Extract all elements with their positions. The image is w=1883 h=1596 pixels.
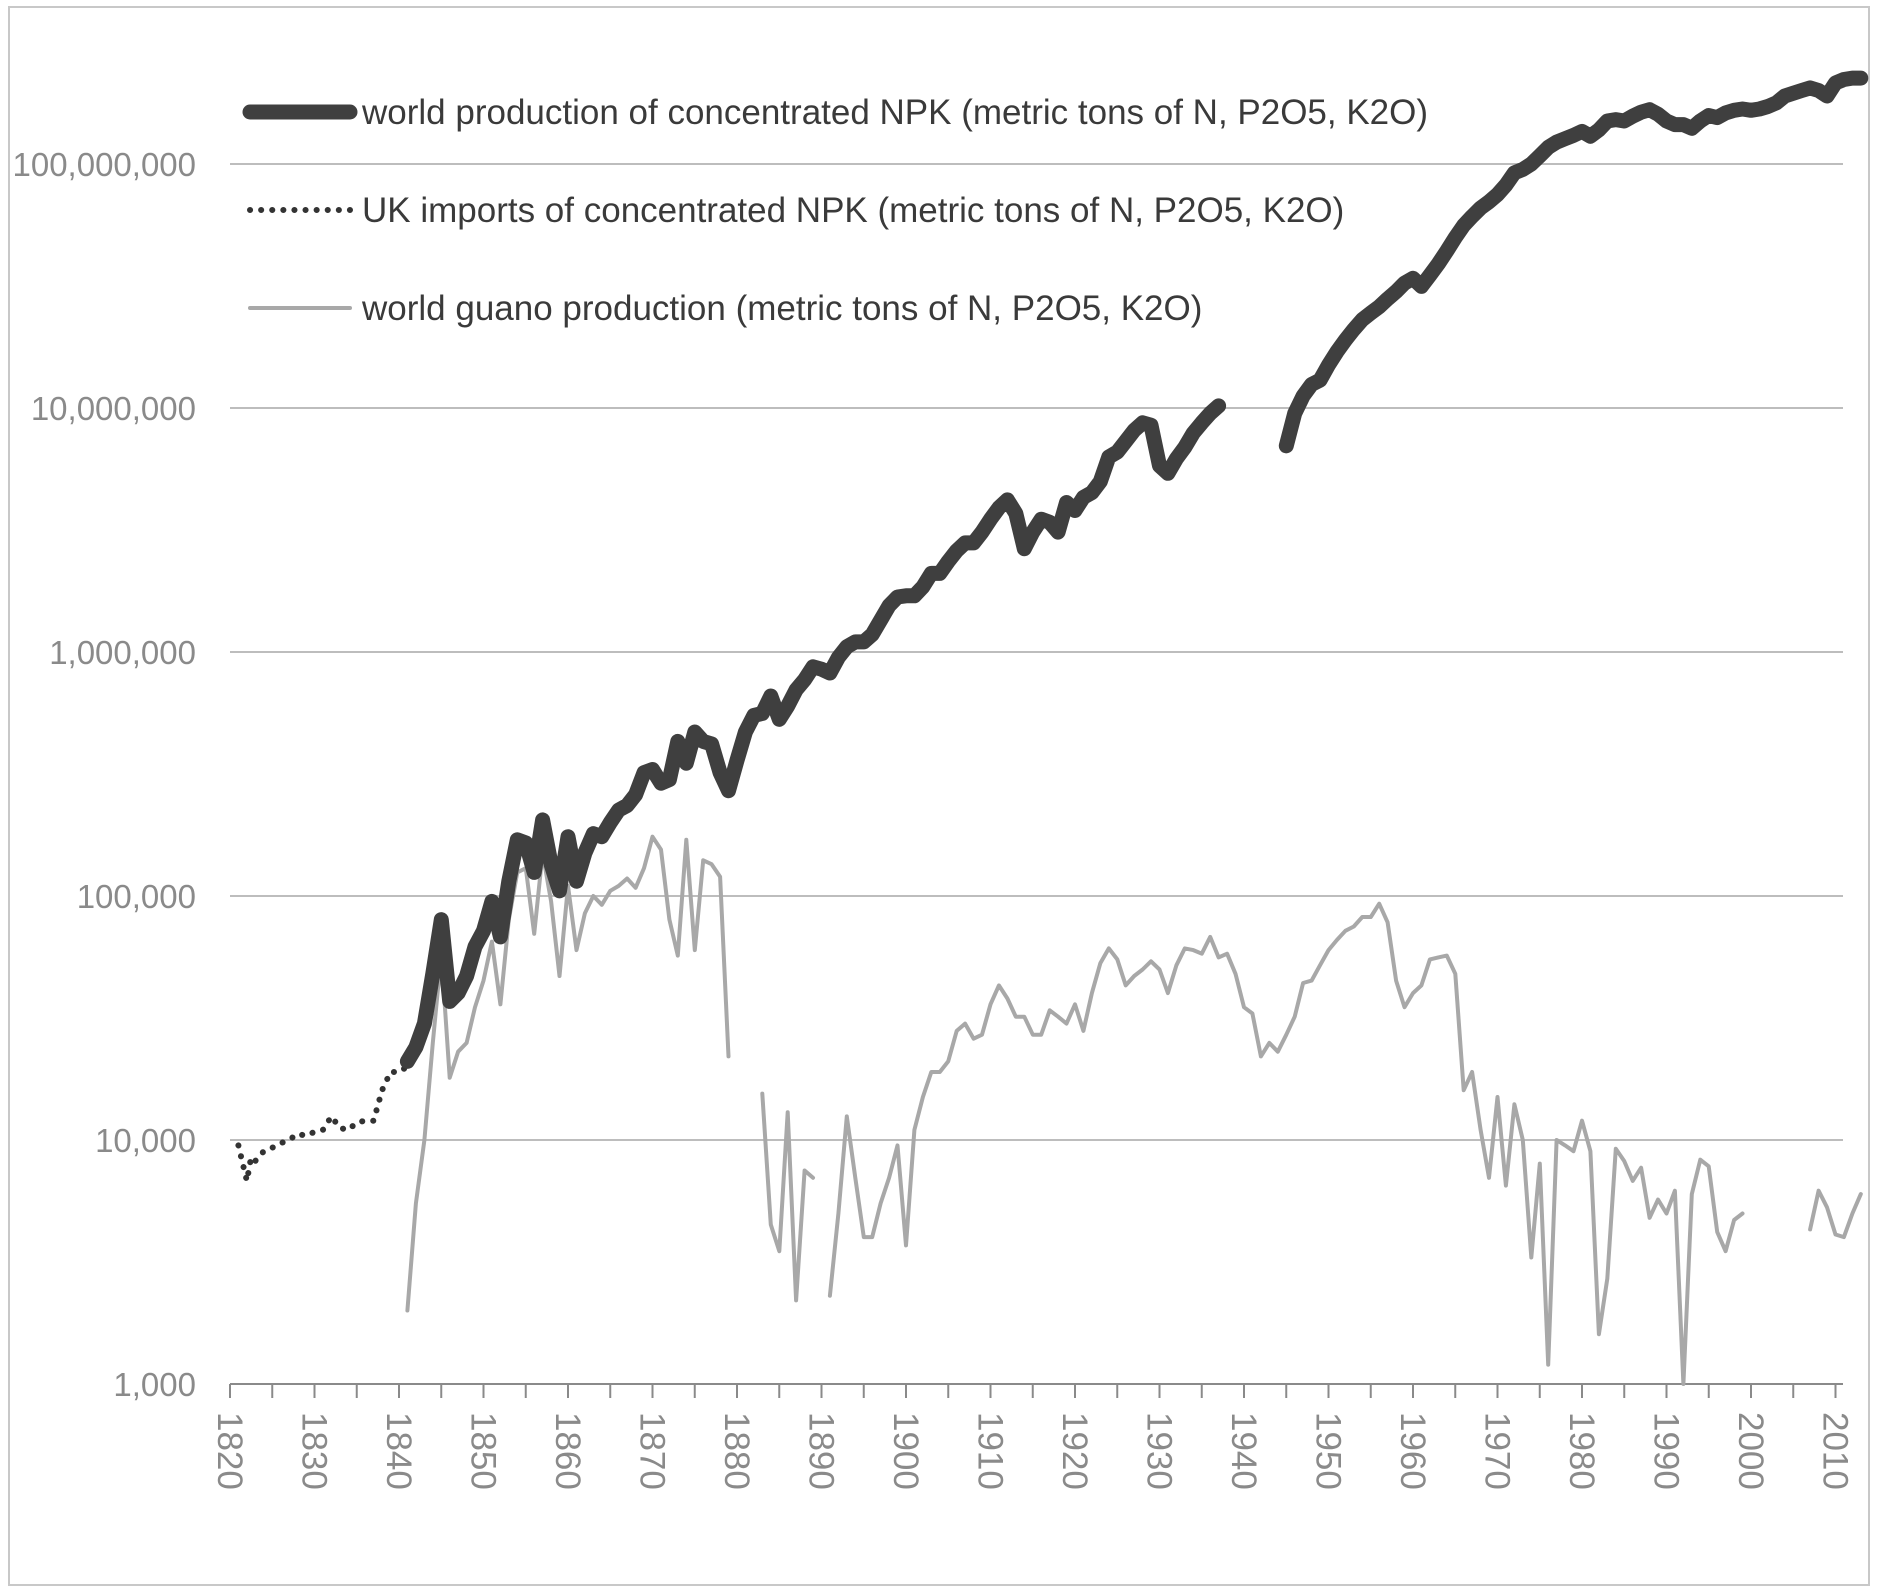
x-tick-label: 1900 xyxy=(886,1412,925,1490)
x-tick-label: 1980 xyxy=(1562,1412,1601,1490)
y-tick-label: 100,000,000 xyxy=(12,146,196,183)
y-tick-label: 1,000,000 xyxy=(49,634,196,671)
y-tick-label: 10,000,000 xyxy=(31,390,196,427)
uk-imports-line xyxy=(235,1063,411,1184)
x-tick-label: 1950 xyxy=(1309,1412,1348,1490)
x-tick-label: 1870 xyxy=(633,1412,672,1490)
chart-frame xyxy=(8,6,1870,1586)
x-tick-label: 1960 xyxy=(1393,1412,1432,1490)
x-tick-label: 1850 xyxy=(464,1412,503,1490)
x-tick-label: 1990 xyxy=(1647,1412,1686,1490)
x-tick-label: 1940 xyxy=(1224,1412,1263,1490)
y-tick-label: 1,000 xyxy=(113,1366,196,1403)
guano-line xyxy=(760,1091,815,1303)
world-npk-line xyxy=(1278,70,1869,454)
legend-label: world guano production (metric tons of N… xyxy=(361,289,1202,328)
x-tick-label: 1880 xyxy=(717,1412,756,1490)
x-tick-label: 2010 xyxy=(1816,1412,1855,1490)
x-tick-label: 1860 xyxy=(548,1412,587,1490)
y-tick-label: 100,000 xyxy=(77,878,196,915)
legend-label: world production of concentrated NPK (me… xyxy=(361,93,1428,132)
world-npk-line xyxy=(399,398,1227,1069)
legend-label: UK imports of concentrated NPK (metric t… xyxy=(362,191,1344,230)
x-tick-label: 1820 xyxy=(210,1412,249,1490)
x-tick-label: 1910 xyxy=(971,1412,1010,1490)
x-tick-label: 1840 xyxy=(379,1412,418,1490)
guano-line xyxy=(827,901,1745,1386)
x-tick-label: 1920 xyxy=(1055,1412,1094,1490)
guano-line xyxy=(405,834,731,1313)
y-tick-label: 10,000 xyxy=(95,1122,196,1159)
x-tick-label: 1930 xyxy=(1140,1412,1179,1490)
x-tick-label: 1830 xyxy=(295,1412,334,1490)
guano-line xyxy=(1808,1188,1863,1240)
x-tick-label: 1970 xyxy=(1478,1412,1517,1490)
x-tick-label: 1890 xyxy=(802,1412,841,1490)
x-tick-label: 2000 xyxy=(1731,1412,1770,1490)
